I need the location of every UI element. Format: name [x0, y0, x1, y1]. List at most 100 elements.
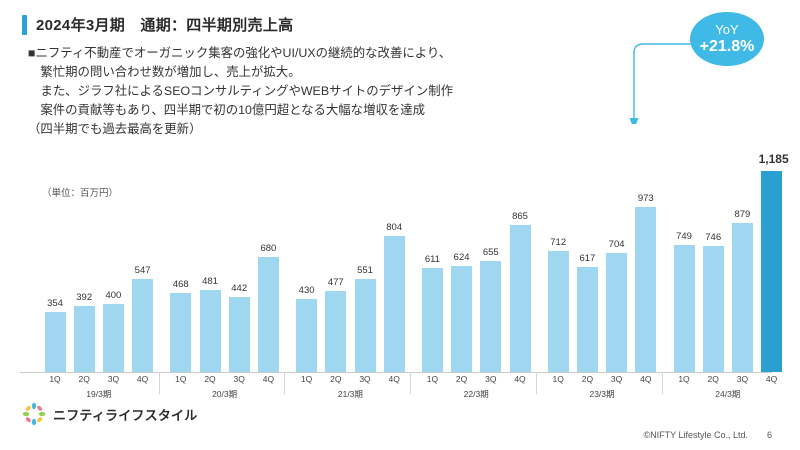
- bar-value-label: 746: [705, 231, 722, 243]
- x-group-label: 20/3期: [212, 389, 238, 399]
- bar-value-label: 442: [231, 283, 248, 294]
- bar-value-label: 624: [453, 252, 470, 264]
- yoy-value: +21.8%: [699, 38, 755, 55]
- bar-group: 973: [633, 193, 659, 372]
- x-tick-label: 1Q: [49, 374, 61, 384]
- bar-group: 746: [700, 232, 726, 372]
- body-text-block: ■ニフティ不動産でオーガニック集客の強化やUI/UXの継続的な改善により、 繁忙…: [28, 44, 648, 139]
- x-tick-label: 3Q: [107, 374, 120, 384]
- bar-group: 551: [352, 265, 378, 372]
- bar-value-label: 804: [386, 221, 403, 233]
- x-tick-label: 2Q: [707, 374, 719, 384]
- bar-value-label: 680: [260, 242, 277, 254]
- x-tick-label: 4Q: [514, 374, 526, 384]
- bar-value-label: 712: [550, 237, 567, 249]
- x-axis-labels: 1Q 2Q 3Q 4Q 1Q 2Q 3Q 4Q 1Q 2Q 3Q 4Q 1Q 2Q 3Q 4Q 1Q 2Q 3Q 4Q…: [30, 374, 777, 404]
- copyright-text: ©NIFTY Lifestyle Co., Ltd.: [643, 430, 748, 440]
- bar: [635, 207, 657, 372]
- x-tick-label: 1Q: [175, 374, 187, 384]
- x-group-label: 24/3期: [715, 389, 741, 399]
- bar-group: 392: [71, 292, 97, 372]
- bar-group: 704: [604, 239, 630, 372]
- x-tick-label: 3Q: [359, 374, 371, 384]
- bar: [102, 304, 124, 372]
- bar-group: 481: [197, 276, 223, 372]
- x-tick-label: 3Q: [485, 374, 497, 384]
- x-tick-label: 4Q: [640, 374, 652, 384]
- body-line: 案件の貢献等もあり、四半期で初の10億円超となる大幅な増収を達成: [28, 103, 426, 117]
- bar-value-label: 865: [512, 211, 528, 223]
- bar-group: 865: [507, 211, 533, 372]
- bar-group: 477: [323, 277, 349, 372]
- bar: [257, 256, 279, 372]
- bar-value-label: 879: [734, 208, 751, 220]
- bar-group: 804: [381, 222, 407, 372]
- x-tick-label: 4Q: [262, 374, 275, 384]
- bar-group: 617: [574, 253, 600, 372]
- x-tick-label: 2Q: [330, 374, 342, 384]
- x-tick-label: 1Q: [426, 374, 439, 384]
- bar-value-label: 468: [172, 278, 189, 290]
- bar: [606, 252, 628, 372]
- bar-group: 749: [671, 231, 697, 372]
- bar: [73, 305, 95, 372]
- footer-logo: ニフティライフスタイル: [22, 402, 197, 426]
- bar-group: 354: [42, 298, 68, 372]
- x-tick-label: 2Q: [455, 374, 468, 384]
- bar-value-label: 547: [134, 265, 151, 277]
- x-tick-label: 3Q: [736, 374, 749, 384]
- bar: [451, 266, 473, 372]
- x-group-label: 22/3期: [463, 389, 489, 399]
- bar-group: 400: [100, 290, 126, 372]
- bar-group: 442: [226, 283, 252, 372]
- body-line: （四半期でも過去最高を更新）: [28, 122, 202, 136]
- bar-value-label: 749: [676, 231, 692, 242]
- bar-group: 1,185: [759, 152, 789, 372]
- bar: [480, 260, 502, 372]
- title-text: 2024年3月期 通期：四半期別売上高: [36, 17, 294, 34]
- body-line: ■ニフティ不動産でオーガニック集客の強化やUI/UXの継続的な改善により、: [28, 46, 452, 60]
- axis-group-separator: [158, 372, 160, 394]
- unit-label: （単位：百万円）: [42, 188, 119, 199]
- x-group-label: 23/3期: [589, 389, 615, 399]
- bar-group: 624: [449, 252, 475, 372]
- bar: [761, 171, 783, 372]
- bar: [731, 222, 753, 372]
- bar-value-label: 611: [424, 254, 440, 266]
- bar-value-label: 430: [298, 285, 315, 297]
- bar: [228, 297, 250, 372]
- x-tick-label: 2Q: [78, 374, 90, 384]
- yoy-badge: YoY +21.8%: [690, 12, 764, 66]
- x-tick-label: 3Q: [233, 374, 245, 384]
- yoy-label: YoY: [715, 22, 739, 37]
- x-group-label: 19/3期: [86, 389, 112, 399]
- body-line: 繁忙期の問い合わせ数が増加し、売上が拡大。: [28, 65, 301, 79]
- bar-chart: 354 392 400 547 468 481 442 680 430 477 551 804 611 6…: [30, 152, 789, 372]
- bar-value-label: 551: [357, 264, 373, 276]
- bar: [296, 299, 318, 372]
- bar-group: 655: [478, 247, 504, 372]
- bar: [702, 245, 724, 372]
- bar-value-label: 1,185: [758, 152, 789, 166]
- bar-group: 547: [130, 265, 156, 372]
- body-line: また、ジラフ社によるSEOコンサルティングやWEBサイトのデザイン制作: [28, 84, 453, 98]
- axis-group-separator: [410, 372, 412, 394]
- page-title: 2024年3月期 通期：四半期別売上高: [22, 14, 293, 35]
- x-group-label: 21/3期: [337, 389, 363, 399]
- axis-group-separator: [536, 372, 537, 394]
- bar: [509, 225, 531, 372]
- title-accent-bar: [22, 14, 27, 35]
- bar: [325, 291, 347, 372]
- x-axis-line: [20, 372, 772, 373]
- bar: [421, 268, 443, 372]
- bar: [199, 290, 221, 372]
- bar-group: 680: [255, 243, 281, 372]
- bar-group: 611: [419, 254, 445, 372]
- bar: [44, 312, 66, 372]
- bar-group: 468: [168, 279, 194, 372]
- bar: [576, 267, 598, 372]
- x-tick-label: 4Q: [388, 374, 400, 384]
- bar-value-label: 704: [608, 238, 625, 250]
- x-tick-label: 1Q: [552, 374, 564, 384]
